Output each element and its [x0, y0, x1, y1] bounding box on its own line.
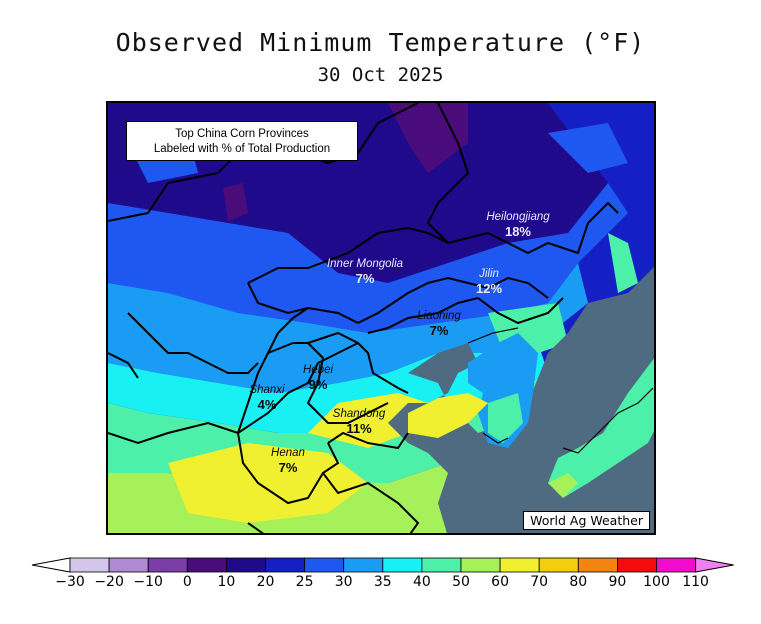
colorbar-segment [656, 557, 696, 573]
province-label-shandong: Shandong 11% [333, 408, 385, 436]
color-scale-bar [31, 557, 734, 573]
colorbar-segment [460, 557, 501, 573]
colorbar-tick-label: 110 [682, 574, 709, 590]
province-label-hebei: Hebei 9% [303, 364, 333, 392]
province-label-inner-mongolia: Inner Mongolia 7% [327, 258, 403, 286]
temperature-map: Top China Corn Provinces Labeled with % … [106, 101, 656, 535]
colorbar-tick-label: 70 [530, 574, 549, 590]
colorbar-segment [382, 557, 423, 573]
colorbar-segment [617, 557, 657, 573]
province-pct: 7% [278, 460, 298, 475]
colorbar-segment [538, 557, 579, 573]
map-date: 30 Oct 2025 [317, 64, 444, 86]
colorbar-tick-label: −10 [133, 574, 163, 590]
colorbar-under-arrow [31, 557, 71, 573]
colorbar-segment [577, 557, 618, 573]
province-pct: 7% [429, 323, 449, 338]
province-label-heilongjiang: Heilongjiang 18% [486, 211, 549, 239]
colorbar-tick-label: 80 [569, 574, 588, 590]
info-box-line2: Labeled with % of Total Production [153, 143, 331, 155]
province-label-jilin: Jilin 12% [476, 268, 502, 296]
colorbar-tick-label: 0 [182, 574, 192, 590]
colorbar-tick-label: 10 [217, 574, 236, 590]
province-pct: 4% [257, 397, 277, 412]
colorbar-over-arrow [695, 557, 734, 573]
province-pct: 11% [346, 421, 372, 436]
colorbar-tick-label: 60 [491, 574, 510, 590]
colorbar-tick-label: 30 [334, 574, 353, 590]
province-pct: 9% [308, 377, 328, 392]
info-box-line1: Top China Corn Provinces [175, 128, 309, 140]
map-graphic [108, 103, 654, 533]
province-pct: 18% [504, 224, 532, 239]
province-name: Liaoning [417, 310, 461, 322]
colorbar-segment [108, 557, 149, 573]
colorbar-segment [343, 557, 384, 573]
province-name: Heilongjiang [486, 211, 550, 223]
colorbar-tick-label: −20 [94, 574, 124, 590]
province-name: Henan [271, 447, 305, 459]
province-name: Inner Mongolia [326, 258, 404, 270]
colorbar-tick-label: 40 [412, 574, 431, 590]
colorbar-tick-label: 50 [452, 574, 470, 590]
colorbar-tick-label: 90 [608, 574, 627, 590]
colorbar-tick-label: −30 [55, 574, 85, 590]
province-name: Shandong [332, 408, 386, 420]
colorbar-tick-label: 25 [295, 574, 314, 590]
province-pct: 7% [355, 271, 375, 286]
province-label-henan: Henan 7% [271, 447, 305, 475]
colorbar-segment [186, 557, 227, 573]
colorbar-segment [225, 557, 266, 573]
province-name: Jilin [479, 268, 499, 280]
colorbar-segment [421, 557, 462, 573]
province-label-shanxi: Shanxi 4% [249, 384, 284, 412]
colorbar-tick-label: 100 [643, 574, 670, 590]
watermark: World Ag Weather [523, 511, 650, 530]
map-title: Observed Minimum Temperature (°F) [115, 28, 646, 57]
colorbar-segment [304, 557, 345, 573]
colorbar-tick-label: 35 [373, 574, 392, 590]
province-label-liaoning: Liaoning 7% [417, 310, 460, 338]
colorbar-segment [499, 557, 540, 573]
info-box: Top China Corn Provinces Labeled with % … [126, 121, 358, 161]
colorbar-segment [265, 557, 305, 573]
colorbar-segment [69, 557, 110, 573]
province-name: Hebei [302, 364, 334, 376]
colorbar-segment [147, 557, 188, 573]
colorbar-tick-label: 20 [256, 574, 275, 590]
province-pct: 12% [475, 281, 503, 296]
province-name: Shanxi [249, 384, 285, 396]
